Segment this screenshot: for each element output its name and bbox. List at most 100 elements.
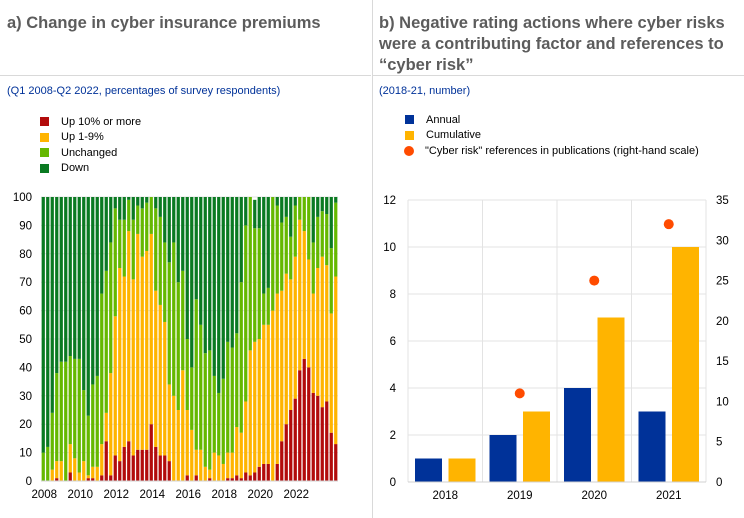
legend-item-annual: Annual <box>405 112 699 128</box>
bar-segment-unchanged <box>266 287 270 325</box>
bar-annual <box>564 388 591 482</box>
bar-segment-up-10-or-more <box>131 455 135 481</box>
legend-item-cumulative: Cumulative <box>405 128 699 144</box>
panel-b-divider <box>373 75 744 76</box>
bar-segment-unchanged <box>235 333 239 428</box>
y2-tick-label: 20 <box>716 316 729 328</box>
bar-segment-up-1-9- <box>221 463 225 481</box>
bar-segment-up-1-9- <box>172 395 176 481</box>
bar-segment-down <box>293 197 297 206</box>
bar-segment-down <box>311 197 315 243</box>
bar-segment-down <box>64 197 68 362</box>
y-tick-label: 8 <box>390 289 396 301</box>
y-tick-label: 6 <box>390 336 396 348</box>
bar-segment-unchanged <box>257 228 261 339</box>
x-tick-label: 2018 <box>211 489 237 501</box>
y-tick-label: 4 <box>390 383 397 395</box>
bar-segment-unchanged <box>131 219 135 280</box>
bar-segment-up-10-or-more <box>311 392 315 481</box>
bar-segment-up-10-or-more <box>275 463 279 481</box>
bar-segment-up-1-9- <box>329 313 333 433</box>
bar-segment-unchanged <box>253 228 257 342</box>
panel-a-subtitle: (Q1 2008-Q2 2022, percentages of survey … <box>7 85 281 97</box>
bar-segment-up-1-9- <box>77 472 81 481</box>
bar-segment-down <box>235 197 239 334</box>
bar-segment-up-1-9- <box>311 293 315 393</box>
bar-segment-down <box>194 197 198 300</box>
bar-segment-up-10-or-more <box>109 475 113 481</box>
bar-segment-unchanged <box>284 216 288 274</box>
bar-segment-down <box>131 197 135 220</box>
bar-segment-unchanged <box>95 375 99 467</box>
legend-label: Down <box>61 162 90 175</box>
bar-segment-unchanged <box>239 282 243 433</box>
bar-segment-unchanged <box>329 248 333 314</box>
bar-segment-unchanged <box>41 452 45 481</box>
bar-segment-up-1-9- <box>73 458 77 481</box>
bar-segment-down <box>91 197 95 385</box>
bar-segment-down <box>136 197 140 206</box>
bar-segment-down <box>140 197 144 209</box>
bar-segment-up-10-or-more <box>55 478 59 481</box>
bar-segment-up-10-or-more <box>140 449 144 481</box>
bar-segment-down <box>163 197 167 243</box>
bar-segment-unchanged <box>311 242 315 294</box>
bar-segment-up-1-9- <box>289 279 293 410</box>
bar-segment-up-10-or-more <box>284 424 288 481</box>
bar-cumulative <box>523 411 550 482</box>
bar-segment-down <box>100 197 104 294</box>
bar-segment-unchanged <box>280 222 284 291</box>
bar-segment-unchanged <box>194 299 198 450</box>
bar-segment-up-1-9- <box>91 466 95 479</box>
bar-segment-unchanged <box>320 211 324 257</box>
bar-segment-down <box>239 197 243 283</box>
bar-segment-down <box>73 197 77 359</box>
bar-segment-up-10-or-more <box>86 478 90 481</box>
bar-segment-down <box>316 197 320 217</box>
bar-segment-unchanged <box>212 375 216 453</box>
y2-tick-label: 15 <box>716 356 729 368</box>
y-tick-label: 10 <box>383 242 396 254</box>
legend-swatch-unchanged <box>40 148 49 158</box>
bar-segment-up-1-9- <box>302 231 306 359</box>
bar-segment-down <box>181 197 185 271</box>
bar-segment-down <box>262 197 266 294</box>
bar-segment-down <box>253 199 257 229</box>
bar-annual <box>415 458 442 482</box>
bar-segment-unchanged <box>140 208 144 257</box>
bar-segment-up-10-or-more <box>329 432 333 481</box>
bar-segment-up-1-9- <box>131 279 135 456</box>
bar-segment-down <box>122 197 126 220</box>
bar-segment-unchanged <box>316 216 320 268</box>
y-tick-label: 30 <box>19 391 32 403</box>
bar-segment-up-1-9- <box>55 461 59 479</box>
bar-segment-up-10-or-more <box>113 455 117 481</box>
x-tick-label: 2019 <box>507 490 533 502</box>
y-tick-label: 90 <box>19 220 32 232</box>
y-tick-label: 2 <box>390 430 396 442</box>
bar-segment-unchanged <box>118 219 122 268</box>
y-tick-label: 100 <box>13 192 32 204</box>
bar-segment-unchanged <box>163 242 167 322</box>
bar-segment-up-10-or-more <box>100 475 104 481</box>
bar-segment-unchanged <box>275 205 279 294</box>
bar-segment-unchanged <box>86 415 90 476</box>
y2-tick-label: 30 <box>716 235 729 247</box>
bar-segment-down <box>325 197 329 215</box>
bar-segment-up-1-9- <box>194 449 198 476</box>
bar-segment-up-10-or-more <box>266 463 270 481</box>
x-tick-label: 2020 <box>581 490 607 502</box>
bar-segment-down <box>154 197 158 209</box>
bar-segment-up-10-or-more <box>158 455 162 481</box>
point-cyber-risk-references <box>663 219 674 230</box>
panel-b-subtitle: (2018-21, number) <box>379 85 471 97</box>
x-tick-label: 2014 <box>139 489 165 501</box>
bar-segment-up-10-or-more <box>239 478 243 481</box>
bar-segment-unchanged <box>91 384 95 467</box>
bar-segment-up-1-9- <box>176 410 180 481</box>
x-tick-label: 2018 <box>432 490 458 502</box>
bar-segment-up-10-or-more <box>334 444 338 481</box>
bar-segment-unchanged <box>334 202 338 277</box>
bar-segment-down <box>320 197 324 212</box>
bar-segment-unchanged <box>158 216 162 305</box>
